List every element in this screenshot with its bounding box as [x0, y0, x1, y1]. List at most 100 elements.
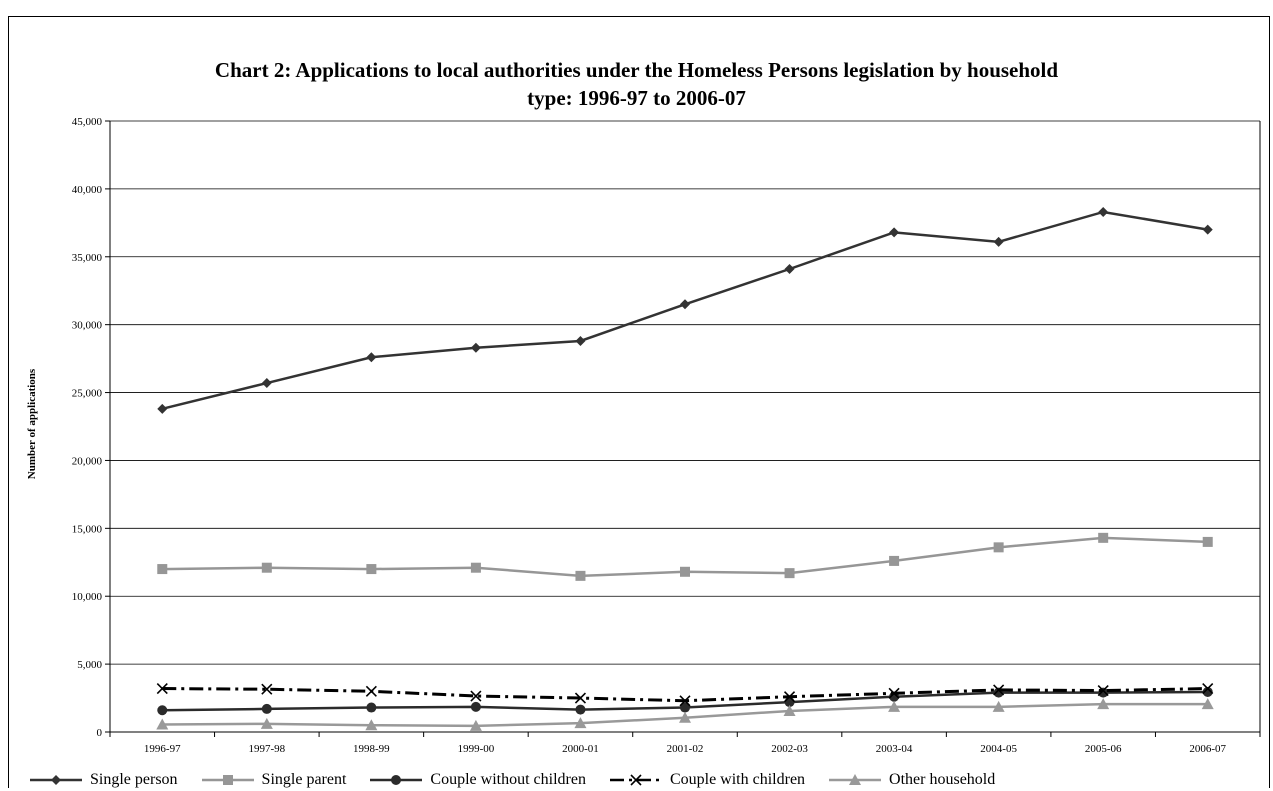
x-tick-label: 2004-05	[980, 743, 1017, 755]
chart-title-line-1: Chart 2: Applications to local authoriti…	[214, 58, 1059, 82]
data-point-other-household	[469, 719, 482, 731]
data-point-couple-without-children	[470, 701, 481, 712]
data-point-single-person	[993, 236, 1004, 247]
y-axis-label: Number of applications	[26, 368, 38, 480]
data-point-single-parent	[157, 564, 168, 575]
legend-swatch-marker	[391, 775, 402, 785]
legend-item-single-parent: Single parent	[200, 771, 347, 789]
legend-swatch-marker	[849, 774, 862, 785]
data-point-single-parent	[680, 566, 690, 577]
legend-swatch	[829, 774, 882, 785]
legend-label: Single parent	[261, 771, 347, 788]
x-tick-label: 2001-02	[667, 743, 704, 755]
y-tick-label: 35,000	[72, 252, 103, 264]
series-single-parent	[157, 532, 1213, 581]
x-marker-stroke	[783, 691, 796, 703]
x-tick-label: 2006-07	[1189, 743, 1226, 755]
legend-swatch	[201, 775, 254, 785]
data-point-single-parent	[1202, 536, 1213, 547]
legend-item-other-household: Other household	[827, 771, 995, 789]
data-point-single-parent	[470, 562, 481, 573]
y-tick-label: 0	[97, 727, 103, 739]
x-tick-label: 1997-98	[248, 743, 285, 755]
data-point-couple-with-children	[156, 682, 168, 695]
data-point-couple-with-children	[888, 687, 900, 699]
data-point-single-person	[889, 227, 900, 238]
y-tick-label: 15,000	[72, 523, 103, 535]
data-point-couple-with-children	[783, 691, 796, 703]
legend-label: Other household	[889, 771, 996, 788]
data-point-single-person	[1202, 224, 1213, 235]
y-tick-label: 10,000	[72, 591, 103, 603]
legend-swatch	[30, 775, 82, 785]
legend-swatch-marker	[222, 775, 233, 785]
data-point-couple-without-children	[575, 704, 586, 715]
x-marker-stroke	[365, 685, 377, 697]
x-tick-label: 2000-01	[562, 743, 599, 755]
data-point-other-household	[992, 700, 1005, 712]
chart-legend: Single person Single parent Couple without…	[28, 770, 1268, 790]
data-point-couple-with-children	[261, 683, 273, 695]
series-line-single-person	[161, 210, 1208, 411]
series-other-household	[156, 698, 1214, 731]
x-tick-label: 2005-06	[1085, 743, 1122, 755]
data-point-other-household	[888, 700, 901, 712]
y-tick-label: 40,000	[72, 184, 103, 196]
chart-title: Chart 2: Applications to local authoriti…	[0, 56, 1273, 112]
data-point-single-parent	[1098, 532, 1109, 543]
legend-label: Couple with children	[669, 771, 806, 788]
data-point-couple-with-children	[365, 685, 377, 697]
x-marker-stroke	[888, 687, 900, 699]
x-tick-label: 2002-03	[771, 743, 808, 755]
x-marker-stroke	[261, 683, 273, 695]
data-point-couple-with-children	[470, 690, 482, 702]
y-tick-label: 30,000	[72, 320, 103, 332]
data-point-single-parent	[261, 562, 272, 573]
legend-swatch-marker	[51, 775, 61, 785]
data-point-single-person	[680, 299, 690, 310]
data-point-other-household	[365, 719, 378, 731]
x-marker-stroke	[630, 774, 642, 786]
legend-item-couple-with-children: Couple with children	[608, 771, 805, 789]
data-point-couple-with-children	[993, 684, 1005, 696]
data-series	[156, 206, 1214, 731]
x-marker-stroke	[574, 692, 587, 704]
legend-label: Couple without children	[430, 771, 586, 788]
data-point-couple-with-children	[1097, 685, 1109, 697]
data-point-single-person	[470, 342, 481, 353]
series-couple-with-children	[156, 682, 1214, 707]
y-tick-label: 25,000	[72, 388, 103, 400]
data-point-couple-without-children	[1202, 686, 1213, 697]
data-point-couple-without-children	[157, 705, 168, 716]
series-couple-without-children	[157, 686, 1213, 716]
data-point-couple-with-children	[574, 692, 587, 704]
x-tick-label: 1999-00	[458, 743, 495, 755]
series-single-person	[157, 206, 1213, 414]
data-point-other-household	[260, 717, 273, 729]
data-point-other-household	[156, 718, 169, 730]
axes: 0 5,000 10,000 15,000 20,000 25,000 30,000 35,0…	[72, 116, 1261, 755]
data-point-couple-without-children	[680, 702, 690, 713]
legend-swatch	[370, 775, 423, 785]
data-point-single-person	[366, 352, 377, 363]
x-marker-stroke	[993, 684, 1005, 696]
data-point-other-household	[783, 704, 796, 716]
x-marker-stroke	[470, 690, 482, 702]
data-point-other-household	[1201, 698, 1214, 710]
data-point-single-person	[261, 378, 272, 389]
x-marker-stroke	[1097, 685, 1109, 697]
y-tick-label: 5,000	[77, 659, 102, 671]
data-point-single-parent	[366, 564, 377, 575]
data-point-single-parent	[575, 570, 586, 581]
legend-item-couple-without-children: Couple without children	[368, 771, 586, 789]
data-point-couple-with-children	[679, 695, 691, 707]
series-line-couple-with-children	[162, 687, 1208, 703]
data-point-couple-without-children	[366, 702, 377, 713]
data-point-single-person	[157, 403, 168, 414]
x-tick-label: 1998-99	[353, 743, 390, 755]
data-point-single-person	[784, 263, 795, 274]
data-point-single-parent	[993, 542, 1004, 553]
legend-swatch	[609, 774, 662, 786]
data-point-single-person	[575, 335, 586, 346]
